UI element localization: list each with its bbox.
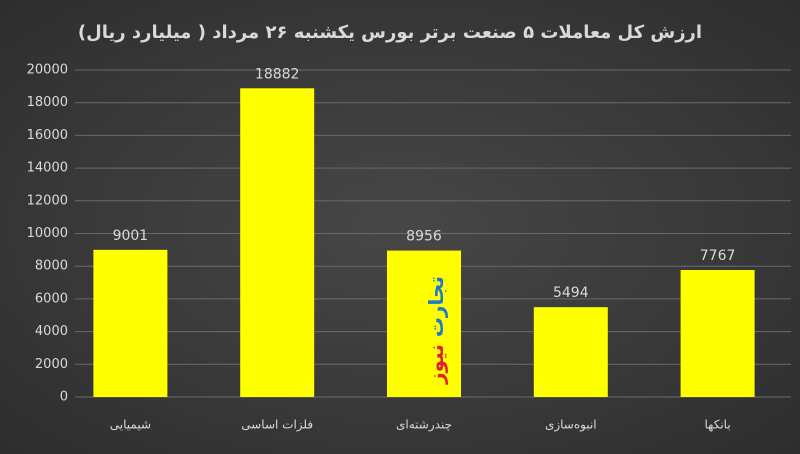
x-tick-label: بانکها [705,418,731,432]
x-tick-label: شیمیایی [110,418,151,432]
y-tick-label: 20000 [27,63,68,78]
y-tick-label: 16000 [27,128,68,143]
watermark: تجارت نیوز [424,276,448,385]
watermark-secondary: نیوز [424,344,448,385]
value-label: 5494 [553,285,589,301]
x-tick-label: فلزات اساسی [241,418,313,433]
bar [93,249,168,397]
value-label: 7767 [700,248,736,264]
bar [240,88,315,397]
y-tick-label: 0 [60,390,68,405]
watermark-primary: تجارت [424,276,448,337]
y-tick-label: 8000 [35,259,68,274]
y-tick-label: 14000 [27,161,68,176]
value-label: 8956 [406,229,442,245]
y-tick-label: 10000 [27,226,68,241]
chart-title: ارزش کل معاملات ۵ صنعت برتر بورس یکشنبه … [78,22,702,43]
bar [387,250,461,397]
value-label: 9001 [113,228,149,244]
y-tick-label: 18000 [27,95,68,110]
bar [680,270,755,397]
value-label: 18882 [255,66,300,82]
x-tick-label: چندرشته‌ای [396,418,452,433]
y-tick-label: 6000 [35,291,68,306]
watermark-text: تجارت نیوز [424,276,448,385]
y-tick-label: 4000 [35,324,68,339]
x-tick-label: انبوه‌سازی [545,418,597,433]
y-tick-label: 2000 [35,357,68,372]
bar [533,307,608,397]
y-tick-label: 12000 [27,193,68,208]
